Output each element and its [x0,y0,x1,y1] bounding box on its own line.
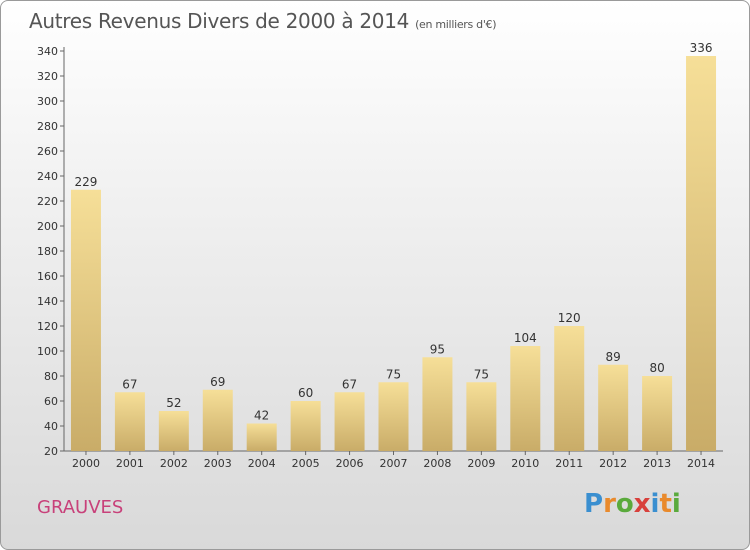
logo-letter: P [584,489,604,519]
y-tick-label: 20 [44,445,58,458]
logo-letter: i [650,489,660,519]
chart-title: Autres Revenus Divers de 2000 à 2014 (en … [29,9,497,33]
y-tick-label: 60 [44,395,58,408]
y-tick-label: 340 [37,45,58,58]
x-tick-label: 2005 [292,457,320,470]
y-tick-label: 200 [37,220,58,233]
bar-2011 [554,326,585,451]
x-tick-label: 2009 [467,457,495,470]
value-label: 75 [386,367,401,381]
value-label: 336 [690,41,713,55]
value-label: 42 [254,409,269,423]
bar-2001 [114,392,145,451]
x-tick-label: 2014 [687,457,715,470]
logo-letter: i [671,489,681,519]
bar-2014 [686,56,717,451]
commune-name: GRAUVES [37,497,124,518]
bar-2012 [598,364,629,451]
bar-2013 [642,376,673,451]
y-tick-label: 160 [37,270,58,283]
bars: 229 67 52 69 42 60 67 75 95 75 104 120 89 80 336 [70,41,717,451]
value-label: 104 [514,331,537,345]
value-label: 89 [606,350,621,364]
bar-2010 [510,346,541,451]
bar-2003 [202,389,233,451]
value-label: 67 [342,377,357,391]
chart-title-text: Autres Revenus Divers de 2000 à 2014 [29,9,410,33]
bar-2006 [334,392,365,451]
x-tick-label: 2008 [423,457,451,470]
x-tick-label: 2011 [555,457,583,470]
bar-2007 [378,382,409,451]
x-tick-label: 2003 [204,457,232,470]
bar-2002 [158,411,189,451]
logo-letter: r [603,489,616,519]
y-tick-label: 100 [37,345,58,358]
value-label: 52 [166,396,181,410]
value-label: 75 [474,367,489,381]
axes: 20 40 60 80 100 120 140 160 180 200 220 240 260 280 30… [37,45,723,470]
bar-2000 [70,189,101,451]
x-tick-label: 2013 [643,457,671,470]
y-tick-label: 120 [37,320,58,333]
x-tick-label: 2012 [599,457,627,470]
logo-letter: t [659,489,672,519]
bar-2005 [290,401,321,451]
value-label: 69 [210,375,225,389]
logo-letter: x [633,489,651,519]
y-tick-label: 240 [37,170,58,183]
value-label: 67 [122,377,137,391]
x-tick-label: 2002 [160,457,188,470]
chart-subtitle: (en milliers d'€) [415,18,497,31]
bar-2009 [466,382,497,451]
value-label: 60 [298,386,313,400]
x-tick-label: 2007 [380,457,408,470]
proxiti-logo: Proxiti [584,489,681,519]
x-tick-label: 2001 [116,457,144,470]
y-tick-label: 80 [44,370,58,383]
x-tick-label: 2004 [248,457,276,470]
bar-2004 [246,423,277,451]
y-tick-label: 260 [37,145,58,158]
bar-2008 [422,357,453,451]
value-label: 120 [558,311,581,325]
y-tick-label: 140 [37,295,58,308]
value-label: 80 [649,361,664,375]
x-tick-label: 2000 [72,457,100,470]
y-tick-label: 40 [44,420,58,433]
value-label: 229 [75,175,98,189]
y-tick-label: 320 [37,70,58,83]
y-tick-label: 180 [37,245,58,258]
y-tick-label: 280 [37,120,58,133]
value-label: 95 [430,342,445,356]
y-tick-label: 220 [37,195,58,208]
x-tick-label: 2006 [336,457,364,470]
logo-letter: o [615,489,634,519]
x-tick-label: 2010 [511,457,539,470]
y-tick-label: 300 [37,95,58,108]
